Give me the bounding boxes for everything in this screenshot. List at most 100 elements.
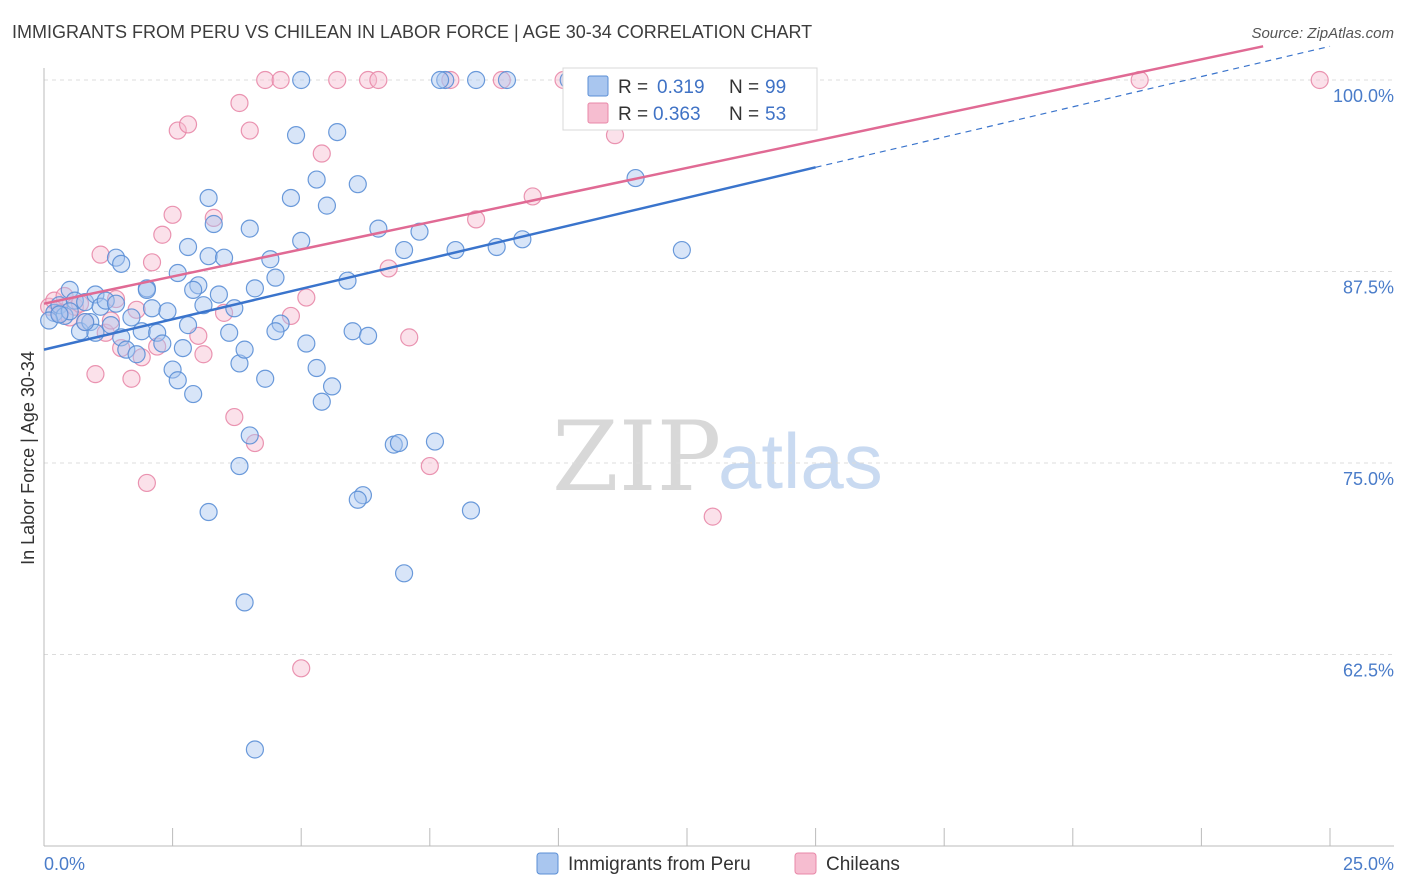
peru-point-19 [142, 299, 162, 318]
peru-point-75 [76, 312, 95, 332]
chile-point-13 [132, 348, 151, 367]
peru-point-20 [148, 323, 167, 342]
peru-point-78 [50, 305, 69, 324]
peru-point-89 [436, 70, 455, 90]
legend-peru-n-label: N = [729, 77, 759, 98]
peru-point-53 [343, 322, 362, 341]
legend-swatch-peru [587, 75, 609, 97]
chile-point-21 [194, 345, 213, 364]
chile-point-17 [163, 205, 182, 224]
chile-point-11 [122, 369, 141, 388]
chile-point-31 [292, 659, 311, 678]
axes [43, 68, 1394, 847]
chileans-points [40, 70, 1329, 678]
peru-point-12 [106, 294, 126, 313]
peru-point-61 [328, 122, 347, 142]
peru-point-96 [307, 170, 326, 189]
watermark-zip: ZIP [552, 401, 721, 513]
peru-point-25 [173, 339, 192, 358]
chile-point-32 [297, 288, 316, 307]
series-swatch-chile [794, 852, 817, 875]
peru-point-52 [338, 271, 357, 290]
peru-point-68 [240, 219, 259, 238]
legend-peru-r-label: R = [618, 77, 648, 98]
chile-point-42 [492, 70, 511, 90]
legend-peru-n-value: 99 [765, 77, 786, 98]
x-tick-label-max: 25.0% [1343, 854, 1394, 874]
peru-point-50 [312, 392, 331, 411]
chile-point-26 [240, 121, 259, 140]
chile-point-41 [466, 210, 486, 229]
peru-point-85 [394, 564, 414, 583]
peru-point-7 [81, 312, 100, 332]
peru-point-72 [184, 280, 203, 299]
peru-point-22 [158, 302, 177, 321]
chile-point-34 [328, 70, 347, 90]
peru-point-84 [199, 502, 218, 522]
chile-point-46 [703, 507, 722, 526]
chart-title: IMMIGRANTS FROM PERU VS CHILEAN IN LABOR… [12, 22, 812, 42]
peru-point-70 [199, 188, 218, 208]
y-tick-label-2: 87.5% [1343, 278, 1394, 298]
watermark: ZIP atlas [552, 401, 883, 513]
peru-point-97 [389, 433, 409, 453]
peru-point-93 [430, 70, 450, 90]
chile-point-25 [230, 93, 249, 113]
peru-point-71 [204, 214, 223, 234]
chile-point-38 [400, 328, 419, 347]
y-tick-label-3: 100.0% [1333, 86, 1394, 106]
peru-point-41 [256, 369, 275, 388]
peru-point-77 [40, 311, 59, 330]
chile-point-52 [101, 311, 120, 330]
chile-point-15 [142, 253, 162, 272]
peru-point-42 [261, 250, 280, 269]
peru-point-27 [184, 384, 203, 404]
series-swatch-peru [536, 852, 559, 875]
trend-lines [43, 45, 1331, 351]
chile-point-16 [153, 225, 172, 244]
legend-chile-n-label: N = [729, 104, 759, 125]
peru-point-33 [178, 237, 198, 257]
legend-chile-r-label: R = [618, 104, 648, 125]
series-name-chile: Chileans [826, 854, 900, 875]
chile-point-30 [281, 306, 301, 326]
chile-point-39 [420, 456, 439, 476]
peru-point-23 [163, 360, 182, 379]
peru-point-39 [235, 340, 254, 359]
peru-point-51 [322, 377, 342, 396]
peru-point-83 [461, 501, 481, 520]
peru-point-47 [292, 231, 311, 250]
chile-point-29 [271, 70, 290, 90]
peru-point-21 [153, 334, 172, 353]
peru-point-35 [209, 285, 228, 304]
peru-point-65 [513, 230, 532, 249]
peru-point-45 [281, 188, 301, 208]
y-tick-label-1: 75.0% [1343, 469, 1394, 489]
legend-chile-r-value: 0.363 [653, 104, 701, 125]
peru-point-31 [112, 254, 131, 273]
peru-point-49 [307, 358, 326, 378]
series-name-peru: Immigrants from Peru [568, 854, 751, 875]
peru-trend-line [43, 166, 816, 351]
peru-point-94 [466, 70, 486, 90]
chart-source: Source: ZipAtlas.com [1251, 25, 1394, 42]
peru-points [40, 70, 799, 759]
peru-point-59 [425, 432, 445, 451]
chile-point-40 [441, 70, 460, 90]
legend-chile-n-value: 53 [765, 104, 786, 125]
peru-point-98 [266, 322, 285, 341]
chile-point-18 [168, 121, 187, 140]
peru-point-5 [70, 322, 90, 341]
chile-point-7 [86, 365, 105, 384]
peru-point-80 [230, 456, 249, 476]
chile-point-28 [256, 70, 275, 90]
chile-point-33 [312, 144, 331, 163]
peru-point-76 [60, 302, 79, 321]
peru-point-48 [297, 334, 316, 353]
peru-point-16 [127, 345, 146, 364]
peru-point-62 [348, 175, 367, 194]
peru-point-54 [358, 326, 378, 345]
peru-point-60 [317, 196, 337, 215]
peru-point-43 [266, 268, 285, 287]
